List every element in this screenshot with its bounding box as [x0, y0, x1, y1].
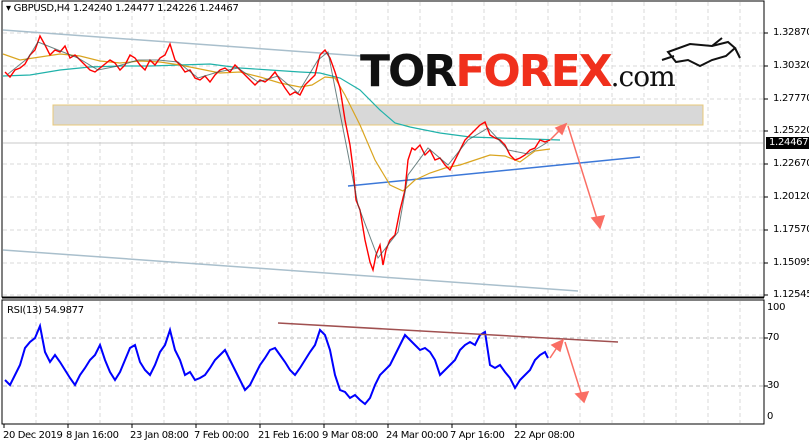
price-candles [4, 34, 551, 273]
rsi-title: RSI(13) 54.9877 [7, 305, 84, 316]
main-chart-border [1, 0, 765, 298]
time-label: 8 Jan 16:00 [66, 430, 119, 441]
price-label: 1.32870 [773, 27, 809, 38]
time-label: 22 Apr 08:00 [514, 430, 575, 441]
price-label: 1.30320 [773, 60, 809, 71]
rsi-level-label: 30 [767, 380, 780, 391]
rsi-level-label: 100 [767, 302, 786, 313]
time-label: 7 Apr 16:00 [450, 430, 505, 441]
torforex-watermark: TORFOREX.com [360, 46, 676, 97]
support-trendline[interactable] [347, 156, 641, 187]
channel-upper-line[interactable] [2, 29, 376, 58]
channel-lower-line[interactable] [2, 249, 579, 292]
forecast-arrows [549, 122, 606, 230]
rsi-trendline[interactable] [277, 322, 619, 343]
rsi-level-label: 0 [767, 411, 774, 422]
time-axis-ticks [3, 424, 517, 428]
time-label: 9 Mar 08:00 [322, 430, 379, 441]
time-label: 20 Dec 2019 [3, 430, 63, 441]
time-label: 7 Feb 00:00 [194, 430, 249, 441]
time-label: 23 Jan 08:00 [130, 430, 189, 441]
rsi-panel-border [1, 299, 765, 425]
symbol-ohlc: GBPUSD,H4 1.24240 1.24477 1.24226 1.2446… [13, 3, 239, 14]
current-price-badge: 1.24467 [766, 137, 809, 149]
price-label: 1.17570 [773, 224, 809, 235]
price-label: 1.15095 [773, 257, 809, 268]
price-label: 1.20120 [773, 191, 809, 202]
price-label: 1.12545 [773, 289, 809, 300]
triangle-down-icon[interactable]: ▾ [6, 3, 11, 14]
rsi-grid [3, 301, 763, 423]
ma-fast-line [2, 53, 551, 192]
time-label: 24 Mar 00:00 [386, 430, 448, 441]
resistance-zone[interactable] [52, 104, 704, 126]
rsi-forecast-arrows [549, 338, 590, 404]
rsi-level-label: 70 [767, 332, 780, 343]
time-label: 21 Feb 16:00 [258, 430, 319, 441]
symbol-header[interactable]: ▾ GBPUSD,H4 1.24240 1.24477 1.24226 1.24… [6, 3, 239, 14]
price-label: 1.25220 [773, 125, 809, 136]
price-label: 1.22670 [773, 158, 809, 169]
price-axis-ticks [764, 32, 768, 387]
bull-logo-icon [661, 37, 741, 68]
price-label: 1.27770 [773, 93, 809, 104]
rsi-line [4, 322, 549, 406]
